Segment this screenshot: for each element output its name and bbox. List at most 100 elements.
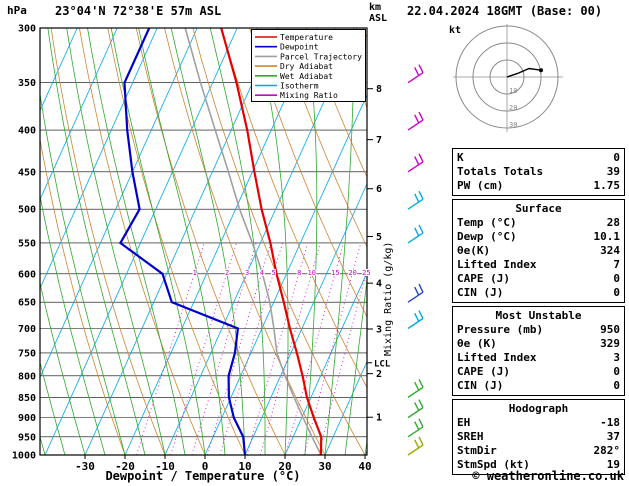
wind-barb (407, 111, 424, 131)
stat-label: K (457, 151, 464, 164)
stat-label: CIN (J) (457, 286, 504, 299)
stat-label: StmSpd (kt) (457, 458, 530, 471)
dry-adiabat-line (107, 28, 246, 455)
copyright: © weatheronline.co.uk (472, 469, 624, 483)
altitude-unit-asl: ASL (369, 13, 388, 24)
hodograph-box: Hodograph EH -18 SREH 37 StmDir 282° StmSpd (k… (452, 399, 625, 475)
stat-label: θe(K) (457, 244, 491, 257)
isotherm-line (40, 28, 78, 112)
mixing-ratio-value-label: 10 (308, 269, 316, 277)
hodograph-ring (455, 25, 559, 129)
km-tick-label: 8 (376, 84, 382, 95)
parcel-trajectory-curve (184, 28, 322, 455)
hodograph-trace (506, 67, 543, 78)
pressure-tick-label: 1000 (12, 451, 36, 462)
hodograph-ring-label: 20 (509, 104, 517, 112)
pressure-tick-label: 950 (18, 432, 36, 443)
pressure-tick-label: 600 (18, 269, 36, 280)
wind-barb (407, 418, 424, 438)
legend-item-label: Dewpoint (280, 43, 319, 52)
stat-label: CIN (J) (457, 379, 504, 392)
wet-adiabat-line (138, 28, 226, 455)
wet-adiabat-line (110, 28, 206, 455)
isotherm-line (324, 360, 367, 455)
stat-row: Temp (°C) 28 (457, 216, 620, 230)
background-grid (40, 28, 367, 455)
mixing-ratio-line (170, 242, 237, 455)
stat-row: PW (cm) 1.75 (457, 179, 620, 193)
pressure-tick-label: 300 (18, 24, 36, 35)
altitude-unit-km: km (369, 2, 382, 13)
dewpoint-curve (118, 28, 247, 455)
temp-tick-label: 10 (238, 460, 251, 473)
lcl-label: LCL (374, 359, 391, 369)
most-unstable-box-title: Most Unstable (495, 309, 582, 322)
mixing-ratio-value-label: 15 (331, 269, 339, 277)
pressure-tick-label: 700 (18, 324, 36, 335)
legend-item-label: Mixing Ratio (280, 91, 338, 100)
stat-value: 0 (613, 286, 620, 299)
isotherm-line (84, 28, 278, 455)
hodograph-ring-label: 10 (509, 87, 517, 95)
isotherm-line (40, 28, 118, 201)
isotherm-line (40, 28, 198, 379)
stat-row: θe (K) 329 (457, 337, 620, 351)
stat-row: CIN (J) 0 (457, 286, 620, 300)
mixing-ratio-line (207, 242, 272, 455)
wet-adiabat-line (170, 28, 246, 455)
pressure-tick-label: 800 (18, 371, 36, 382)
pressure-tick-label: 550 (18, 238, 36, 249)
mixing-ratio-value-label: 1 (193, 269, 197, 277)
wind-barb (407, 190, 424, 210)
dry-adiabat-line (50, 28, 166, 455)
pressure-axis-unit: hPa (7, 4, 27, 17)
stat-value: 0 (613, 365, 620, 378)
km-tick-label: 2 (376, 369, 382, 380)
mixing-ratio-value-label: 4 (260, 269, 264, 277)
dry-adiabat-line (306, 28, 367, 178)
km-tick-label: 7 (376, 135, 382, 146)
hodograph-unit-label: kt (449, 25, 461, 36)
stat-label: θe (K) (457, 337, 497, 350)
mixing-ratio-line (219, 242, 283, 455)
skewt-diagram: 3003504004505005506006507007508008509009… (12, 24, 424, 483)
stat-value: 0 (613, 151, 620, 164)
stat-label: SREH (457, 430, 484, 443)
stat-value: -18 (600, 416, 620, 429)
stat-value: 0 (613, 379, 620, 392)
wet-adiabat-line (324, 28, 355, 455)
page-title: 23°04'N 72°38'E 57m ASL (55, 4, 222, 18)
wet-adiabat-line (40, 193, 106, 455)
stat-label: Lifted Index (457, 258, 537, 271)
stat-row: Pressure (mb) 950 (457, 323, 620, 337)
stat-label: Totals Totals (457, 165, 544, 178)
wind-barb (407, 399, 424, 419)
stat-label: Dewp (°C) (457, 230, 517, 243)
legend-item-label: Wet Adiabat (280, 72, 333, 81)
wet-adiabat-line (66, 28, 166, 455)
stat-value: 37 (606, 430, 620, 443)
stat-row: SREH 37 (457, 430, 620, 444)
stat-row: EH -18 (457, 416, 620, 430)
stat-row: CAPE (J) 0 (457, 272, 620, 286)
wet-adiabat-line (344, 277, 367, 455)
stat-label: PW (cm) (457, 179, 504, 192)
mixing-ratio-value-label: 25 (362, 269, 370, 277)
mixing-ratio-value-label: 20 (348, 269, 356, 277)
mixing-ratio-value-label: 3 (245, 269, 249, 277)
wind-barb (407, 283, 424, 303)
stat-value: 324 (600, 244, 620, 257)
wet-adiabat-line (304, 28, 318, 455)
pressure-tick-label: 650 (18, 298, 36, 309)
isotherm-line (244, 182, 367, 455)
mixing-ratio-line (191, 242, 257, 455)
temperature-curve (220, 28, 323, 455)
stat-value: 282° (593, 444, 621, 457)
legend-item-label: Dry Adiabat (280, 62, 333, 71)
pressure-tick-label: 500 (18, 205, 36, 216)
stat-label: CAPE (J) (457, 365, 510, 378)
sounding-profiles (118, 28, 323, 455)
